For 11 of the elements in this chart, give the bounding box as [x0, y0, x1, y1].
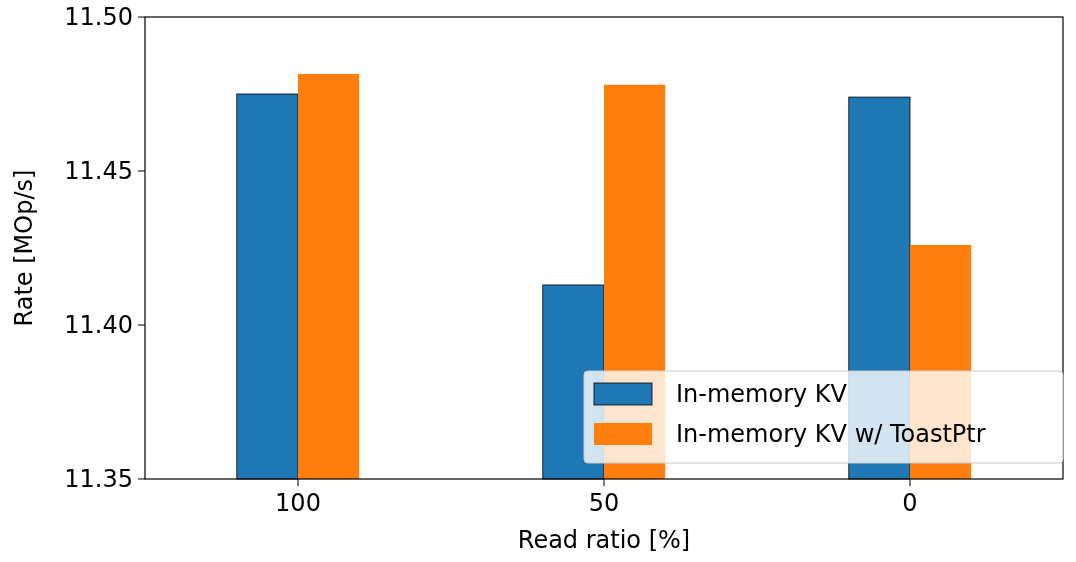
legend-label: In-memory KV	[676, 380, 848, 409]
x-tick-label: 0	[902, 489, 918, 517]
y-tick-label: 11.40	[64, 311, 133, 340]
x-tick-label: 100	[275, 489, 321, 517]
legend-label: In-memory KV w/ ToastPtr	[676, 420, 986, 449]
x-tick-label: 50	[588, 489, 620, 517]
y-axis-title: Rate [MOp/s]	[10, 169, 38, 327]
y-tick-label: 11.35	[64, 465, 133, 494]
x-axis-title: Read ratio [%]	[517, 526, 691, 554]
y-tick-label: 11.50	[64, 3, 133, 32]
y-tick-label: 11.45	[64, 157, 133, 186]
